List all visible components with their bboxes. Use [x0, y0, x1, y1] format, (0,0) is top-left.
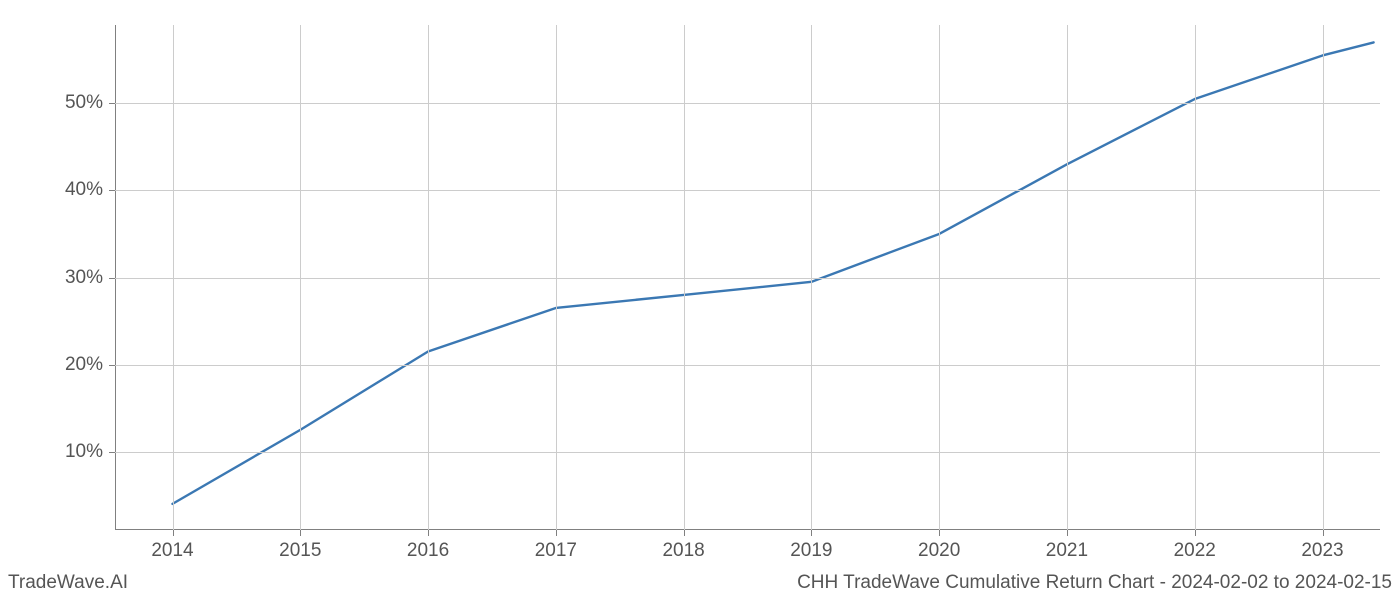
x-tick-mark: [300, 530, 301, 536]
x-tick-label: 2023: [1301, 540, 1343, 562]
cumulative-return-line: [173, 42, 1374, 503]
x-tick-label: 2022: [1174, 540, 1216, 562]
x-tick-label: 2015: [279, 540, 321, 562]
grid-line-horizontal: [115, 365, 1380, 366]
y-tick-mark: [109, 278, 115, 279]
x-tick-mark: [556, 530, 557, 536]
x-tick-mark: [173, 530, 174, 536]
x-tick-mark: [1323, 530, 1324, 536]
x-tick-mark: [939, 530, 940, 536]
grid-line-horizontal: [115, 452, 1380, 453]
x-tick-label: 2014: [151, 540, 193, 562]
x-tick-mark: [1195, 530, 1196, 536]
plot-area: [115, 25, 1380, 530]
y-tick-mark: [109, 190, 115, 191]
chart-container: TradeWave.AI CHH TradeWave Cumulative Re…: [0, 0, 1400, 600]
grid-line-horizontal: [115, 278, 1380, 279]
x-tick-mark: [1067, 530, 1068, 536]
x-tick-label: 2016: [407, 540, 449, 562]
y-tick-label: 40%: [65, 179, 103, 201]
x-tick-label: 2019: [790, 540, 832, 562]
grid-line-horizontal: [115, 103, 1380, 104]
x-tick-label: 2018: [662, 540, 704, 562]
y-tick-label: 20%: [65, 354, 103, 376]
y-tick-mark: [109, 365, 115, 366]
x-tick-label: 2017: [535, 540, 577, 562]
x-tick-mark: [684, 530, 685, 536]
y-tick-mark: [109, 452, 115, 453]
footer-right-text: CHH TradeWave Cumulative Return Chart - …: [797, 572, 1392, 594]
x-tick-mark: [811, 530, 812, 536]
y-tick-label: 30%: [65, 267, 103, 289]
y-tick-mark: [109, 103, 115, 104]
x-tick-mark: [428, 530, 429, 536]
footer-left-text: TradeWave.AI: [8, 572, 128, 594]
y-tick-label: 50%: [65, 92, 103, 114]
y-tick-label: 10%: [65, 441, 103, 463]
x-tick-label: 2020: [918, 540, 960, 562]
grid-line-horizontal: [115, 190, 1380, 191]
x-tick-label: 2021: [1046, 540, 1088, 562]
